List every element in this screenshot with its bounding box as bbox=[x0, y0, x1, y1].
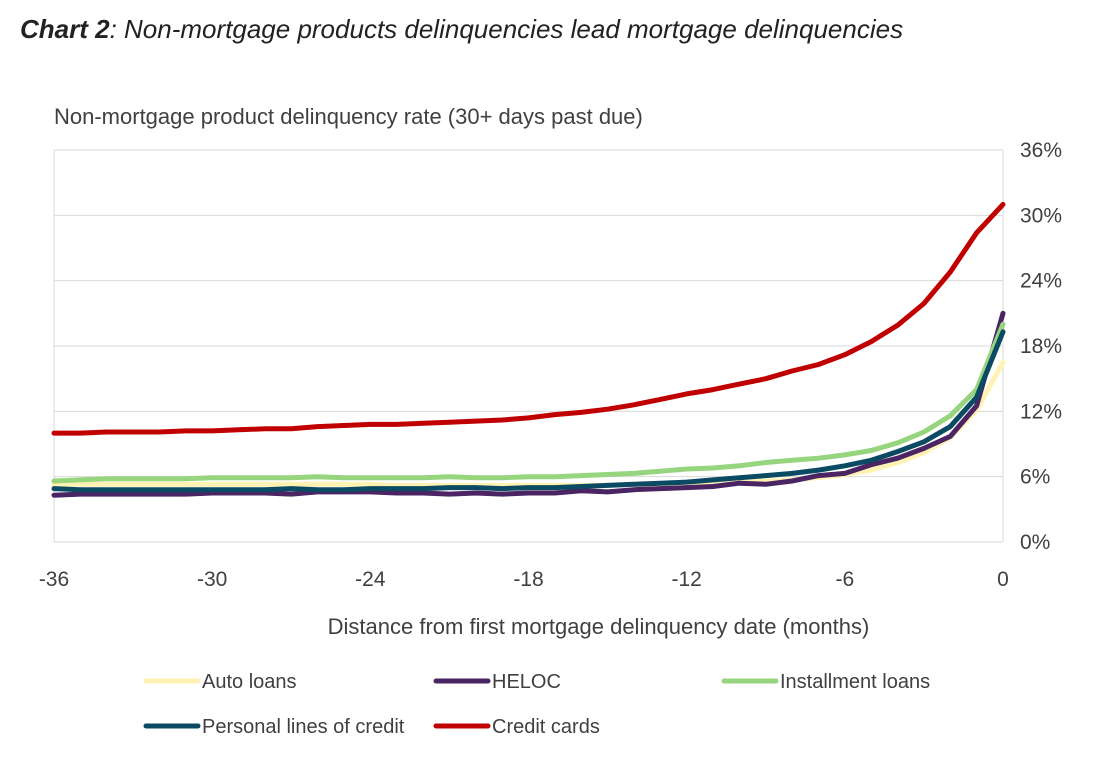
x-tick-label: -18 bbox=[513, 568, 543, 591]
x-tick-label: -12 bbox=[671, 568, 701, 591]
series-line-heloc bbox=[51, 310, 1006, 498]
legend-item-installment-loans: Installment loans bbox=[721, 671, 930, 693]
legend-item-personal-lines-of-credit: Personal lines of credit bbox=[143, 716, 405, 738]
y-tick-label: 6% bbox=[1020, 466, 1050, 489]
x-tick-label: 0 bbox=[997, 568, 1009, 591]
legend-item-auto-loans: Auto loans bbox=[143, 671, 297, 693]
legend-label: Auto loans bbox=[202, 671, 297, 693]
chart-title: Chart 2: Non-mortgage products delinquen… bbox=[20, 14, 903, 45]
y-tick-label: 0% bbox=[1020, 531, 1050, 554]
legend: Auto loans HELOC Installment loans Personal… bbox=[143, 671, 930, 738]
x-tick-label: -6 bbox=[835, 568, 854, 591]
series-line-credit-cards bbox=[51, 201, 1006, 436]
legend-item-heloc: HELOC bbox=[433, 671, 561, 693]
series-line-installment-loans bbox=[51, 321, 1006, 484]
x-axis-ticks: -36 -30 -24 -18 -12 -6 0 bbox=[39, 568, 1009, 591]
x-tick-label: -30 bbox=[197, 568, 227, 591]
legend-label: Credit cards bbox=[492, 716, 600, 738]
x-tick-label: -24 bbox=[355, 568, 386, 591]
y-tick-label: 12% bbox=[1020, 400, 1062, 423]
legend-label: Installment loans bbox=[780, 671, 930, 693]
chart-subtitle: Non-mortgage product delinquency rate (3… bbox=[54, 104, 643, 129]
y-tick-label: 36% bbox=[1020, 139, 1062, 162]
chart-title-rest: : Non-mortgage products delinquencies le… bbox=[109, 14, 904, 44]
legend-item-credit-cards: Credit cards bbox=[433, 716, 600, 738]
legend-label: HELOC bbox=[492, 671, 561, 693]
y-tick-label: 24% bbox=[1020, 270, 1062, 293]
y-tick-label: 30% bbox=[1020, 204, 1062, 227]
x-axis-title: Distance from first mortgage delinquency… bbox=[328, 614, 870, 639]
chart-title-lead: Chart 2 bbox=[20, 14, 110, 44]
series-lines bbox=[51, 201, 1006, 498]
legend-label: Personal lines of credit bbox=[202, 716, 405, 738]
series-line-personal-lines-of-credit bbox=[51, 329, 1006, 493]
y-tick-label: 18% bbox=[1020, 335, 1062, 358]
x-tick-label: -36 bbox=[39, 568, 69, 591]
y-axis-ticks: 0% 6% 12% 18% 24% 30% 36% bbox=[1020, 139, 1062, 554]
